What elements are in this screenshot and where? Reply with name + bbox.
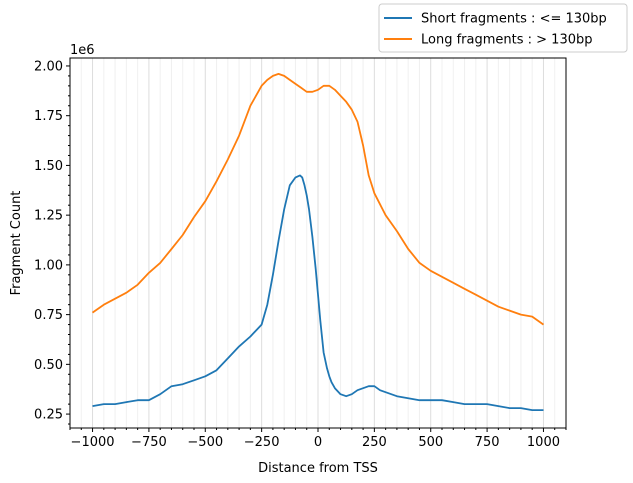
x-tick-label: −250 xyxy=(244,435,280,450)
series-line-short-fragments xyxy=(92,174,544,412)
y-tick-label: 1.75 xyxy=(34,109,63,124)
y-axis-label: Fragment Count xyxy=(9,191,24,296)
vertical-grid xyxy=(69,58,567,428)
legend-label: Short fragments : <= 130bp xyxy=(421,12,607,27)
x-tick-label: 1000 xyxy=(527,435,560,450)
x-tick-label: −500 xyxy=(187,435,223,450)
y-tick-label: 0.25 xyxy=(34,408,63,423)
y-tick-label: 2.00 xyxy=(34,59,63,74)
x-tick-label: −750 xyxy=(131,435,167,450)
x-tick-label: 0 xyxy=(314,435,322,450)
x-axis: −1000 −750 −500 −250 0 250 500 750 1000 xyxy=(69,428,567,450)
y-tick-label: 1.00 xyxy=(34,258,63,273)
legend-label: Long fragments : > 130bp xyxy=(421,33,593,48)
y-tick-label: 0.50 xyxy=(34,358,63,373)
series-line-long-fragments xyxy=(91,73,545,326)
y-tick-label: 0.75 xyxy=(34,308,63,323)
legend-box xyxy=(378,3,628,53)
x-axis-label: Distance from TSS xyxy=(258,461,378,476)
y-offset-label: 1e6 xyxy=(70,43,95,58)
x-tick-label: 500 xyxy=(418,435,443,450)
x-tick-label: −1000 xyxy=(71,435,115,450)
y-tick-label: 1.25 xyxy=(34,209,63,224)
y-tick-label: 1.50 xyxy=(34,159,63,174)
legend: Short fragments : <= 130bp Long fragments… xyxy=(378,3,628,53)
y-axis: 0.25 0.50 0.75 1.00 1.25 1.50 1.75 2.00 xyxy=(34,59,70,425)
series-lines xyxy=(91,73,545,412)
x-tick-label: 250 xyxy=(362,435,387,450)
x-tick-label: 750 xyxy=(475,435,500,450)
